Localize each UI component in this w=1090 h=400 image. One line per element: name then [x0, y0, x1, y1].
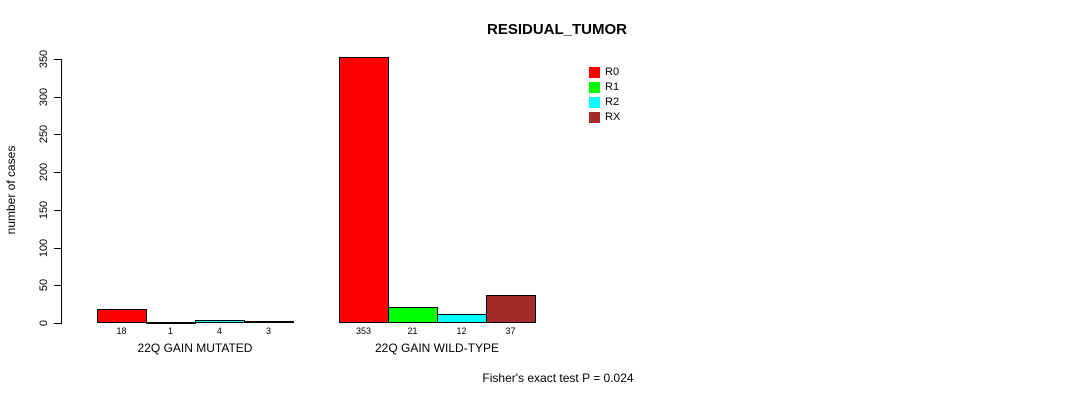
category-label: 22Q GAIN MUTATED	[137, 341, 253, 355]
y-axis-tick-label: 200	[38, 162, 50, 182]
bar-r2-group2	[437, 314, 487, 323]
bar-value-label: 353	[355, 326, 372, 336]
y-axis-tick	[54, 323, 61, 324]
legend-item-r0: R0	[589, 65, 620, 80]
bar-r0-group1	[97, 309, 147, 323]
legend-label: R0	[605, 66, 620, 78]
bar-value-label: 1	[167, 326, 174, 336]
y-axis-tick-label: 50	[38, 278, 50, 292]
bar-r0-group2	[339, 57, 389, 323]
y-axis-tick	[54, 285, 61, 286]
chart-title: RESIDUAL_TUMOR	[486, 21, 628, 38]
y-axis-tick-label: 350	[38, 49, 50, 69]
bar-rx-group1	[244, 321, 294, 323]
y-axis-tick-label: 100	[38, 238, 50, 258]
y-axis-tick	[54, 97, 61, 98]
y-axis-tick	[54, 172, 61, 173]
legend-label: R1	[605, 81, 620, 93]
y-axis-tick-label: 250	[38, 124, 50, 144]
legend-swatch-r1	[589, 82, 600, 93]
bar-r1-group2	[388, 307, 438, 323]
fisher-test-annotation: Fisher's exact test P = 0.024	[482, 371, 634, 385]
bar-rx-group2	[486, 295, 536, 323]
bar-value-label: 18	[116, 326, 127, 336]
y-axis-tick-label: 150	[38, 200, 50, 220]
legend-swatch-r0	[589, 67, 600, 78]
legend-swatch-rx	[589, 112, 600, 123]
legend-item-r2: R2	[589, 95, 620, 110]
category-label: 22Q GAIN WILD-TYPE	[374, 341, 500, 355]
legend-swatch-r2	[589, 97, 600, 108]
bar-value-label: 3	[265, 326, 272, 336]
y-axis-tick	[54, 210, 61, 211]
legend-label: R2	[605, 96, 620, 108]
y-axis-tick	[54, 248, 61, 249]
bar-value-label: 12	[456, 326, 467, 336]
bar-value-label: 4	[216, 326, 223, 336]
y-axis-tick-label: 300	[38, 87, 50, 107]
bar-r1-group1	[146, 322, 196, 324]
legend-item-rx: RX	[589, 110, 620, 125]
legend-label: RX	[605, 111, 621, 123]
legend: R0 R1 R2 RX	[589, 65, 620, 125]
y-axis-tick	[54, 134, 61, 135]
legend-item-r1: R1	[589, 80, 620, 95]
bar-value-label: 37	[505, 326, 516, 336]
y-axis-line	[61, 59, 62, 324]
y-axis-tick	[54, 59, 61, 60]
y-axis-label: number of cases	[4, 145, 18, 235]
y-axis-tick-label: 0	[38, 319, 50, 327]
bar-value-label: 21	[407, 326, 418, 336]
bar-r2-group1	[195, 320, 245, 323]
